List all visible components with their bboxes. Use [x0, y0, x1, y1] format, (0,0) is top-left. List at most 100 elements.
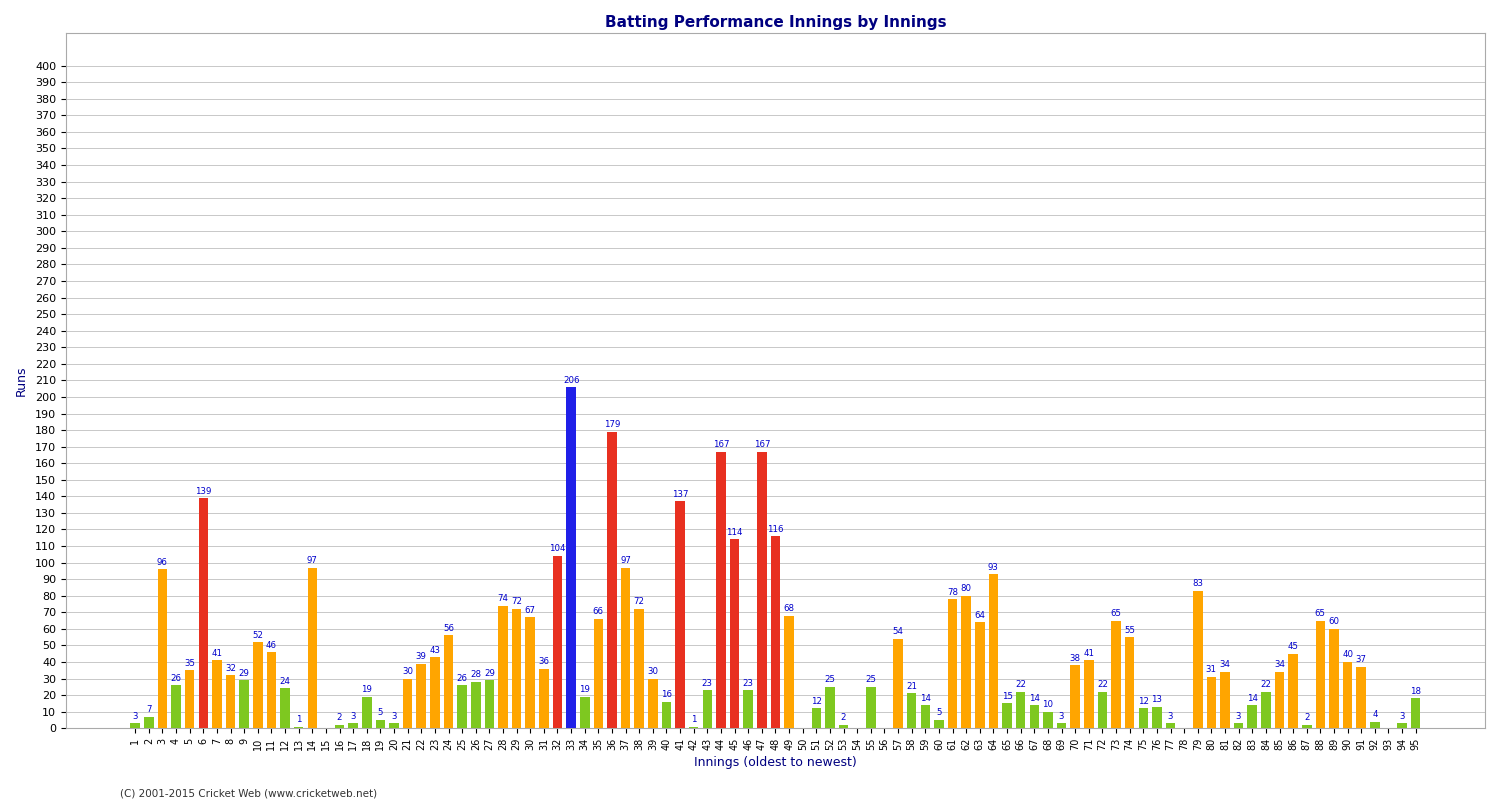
Text: 3: 3	[351, 712, 355, 721]
Text: 1: 1	[296, 715, 302, 724]
Text: 52: 52	[252, 630, 264, 640]
Bar	[567, 387, 576, 728]
Bar	[839, 725, 849, 728]
Text: 72: 72	[512, 598, 522, 606]
Text: 96: 96	[158, 558, 168, 566]
Bar	[1138, 708, 1148, 728]
Bar	[865, 687, 876, 728]
Text: 5: 5	[378, 709, 382, 718]
Bar	[608, 432, 616, 728]
Text: 14: 14	[1029, 694, 1039, 702]
Bar	[580, 697, 590, 728]
Bar	[226, 675, 236, 728]
Text: 14: 14	[920, 694, 932, 702]
Text: 28: 28	[471, 670, 482, 679]
Text: 29: 29	[484, 669, 495, 678]
Text: 23: 23	[742, 678, 753, 688]
Text: 16: 16	[662, 690, 672, 699]
Bar	[1356, 667, 1366, 728]
Text: 139: 139	[195, 486, 211, 495]
Bar	[430, 657, 439, 728]
Text: 65: 65	[1316, 609, 1326, 618]
Text: 97: 97	[308, 556, 318, 565]
Text: 2: 2	[842, 714, 846, 722]
Bar	[144, 717, 153, 728]
Bar	[444, 635, 453, 728]
Text: 137: 137	[672, 490, 688, 499]
Bar	[484, 680, 494, 728]
Bar	[417, 664, 426, 728]
Bar	[308, 567, 316, 728]
Text: 7: 7	[146, 705, 152, 714]
Bar	[621, 567, 630, 728]
Bar	[1071, 666, 1080, 728]
Text: 22: 22	[1096, 680, 1108, 690]
Text: 25: 25	[825, 675, 836, 684]
Bar	[1316, 621, 1324, 728]
Text: 36: 36	[538, 657, 549, 666]
Text: 97: 97	[620, 556, 632, 565]
Text: 80: 80	[960, 584, 972, 594]
Bar	[771, 536, 780, 728]
Text: 78: 78	[946, 587, 958, 597]
Bar	[1029, 705, 1039, 728]
Text: 14: 14	[1246, 694, 1258, 702]
Text: 19: 19	[579, 686, 590, 694]
Bar	[538, 669, 549, 728]
Text: 3: 3	[392, 712, 398, 721]
Bar	[662, 702, 670, 728]
Bar	[130, 723, 140, 728]
Y-axis label: Runs: Runs	[15, 365, 28, 396]
Bar	[471, 682, 480, 728]
Text: 3: 3	[1236, 712, 1242, 721]
Text: 25: 25	[865, 675, 876, 684]
Text: 40: 40	[1342, 650, 1353, 659]
Bar	[1302, 725, 1311, 728]
Text: 41: 41	[211, 649, 222, 658]
Bar	[784, 615, 794, 728]
Bar	[1152, 706, 1161, 728]
Bar	[730, 539, 740, 728]
Text: 34: 34	[1220, 661, 1230, 670]
Bar	[934, 720, 944, 728]
Bar	[1016, 692, 1026, 728]
Bar	[1206, 677, 1216, 728]
Text: 12: 12	[1138, 697, 1149, 706]
X-axis label: Innings (oldest to newest): Innings (oldest to newest)	[694, 756, 856, 769]
Text: 29: 29	[238, 669, 249, 678]
Bar	[908, 694, 916, 728]
Bar	[375, 720, 386, 728]
Bar	[744, 690, 753, 728]
Text: 10: 10	[1042, 700, 1053, 709]
Text: 13: 13	[1152, 695, 1162, 704]
Text: 93: 93	[988, 562, 999, 572]
Text: 30: 30	[402, 667, 412, 676]
Title: Batting Performance Innings by Innings: Batting Performance Innings by Innings	[604, 15, 946, 30]
Text: 1: 1	[692, 715, 696, 724]
Bar	[1125, 637, 1134, 728]
Bar	[688, 726, 699, 728]
Bar	[634, 609, 644, 728]
Text: 26: 26	[456, 674, 468, 682]
Bar	[1098, 692, 1107, 728]
Bar	[758, 452, 766, 728]
Text: 21: 21	[906, 682, 916, 691]
Text: 19: 19	[362, 686, 372, 694]
Bar	[198, 498, 208, 728]
Text: 114: 114	[726, 528, 742, 537]
Bar	[1398, 723, 1407, 728]
Text: 83: 83	[1192, 579, 1203, 588]
Text: 3: 3	[1168, 712, 1173, 721]
Text: 167: 167	[712, 440, 729, 449]
Text: 65: 65	[1110, 609, 1122, 618]
Text: 41: 41	[1083, 649, 1095, 658]
Text: 55: 55	[1124, 626, 1136, 634]
Text: 3: 3	[132, 712, 138, 721]
Text: 22: 22	[1016, 680, 1026, 690]
Text: 67: 67	[525, 606, 536, 614]
Text: 54: 54	[892, 627, 903, 636]
Text: 56: 56	[442, 624, 454, 633]
Bar	[675, 502, 686, 728]
Bar	[716, 452, 726, 728]
Bar	[525, 618, 536, 728]
